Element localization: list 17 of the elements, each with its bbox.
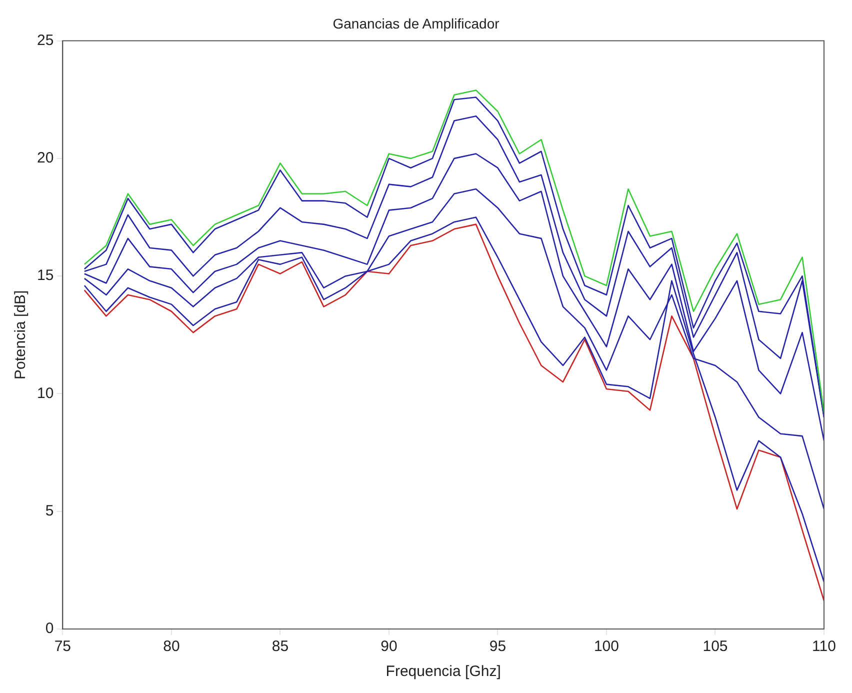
x-tick-label: 75 <box>54 638 72 656</box>
x-tick-label: 95 <box>489 638 506 656</box>
y-tick-label: 10 <box>36 384 54 402</box>
y-tick-label: 0 <box>45 620 54 638</box>
y-tick-label: 5 <box>45 502 54 520</box>
y-tick-label: 25 <box>36 32 54 49</box>
x-tick-label: 100 <box>594 638 619 656</box>
chart-title: Ganancias de Amplificador <box>332 15 500 32</box>
x-tick-label: 85 <box>272 638 289 656</box>
y-tick-label: 15 <box>36 267 54 284</box>
y-tick-label: 20 <box>36 150 54 167</box>
x-tick-label: 110 <box>812 638 836 656</box>
y-axis-title: Potencia [dB] <box>12 290 30 380</box>
x-tick-label: 105 <box>702 638 728 656</box>
x-axis-title: Frequencia [Ghz] <box>386 663 501 680</box>
x-tick-label: 90 <box>380 638 398 656</box>
x-tick-label: 80 <box>163 638 180 656</box>
